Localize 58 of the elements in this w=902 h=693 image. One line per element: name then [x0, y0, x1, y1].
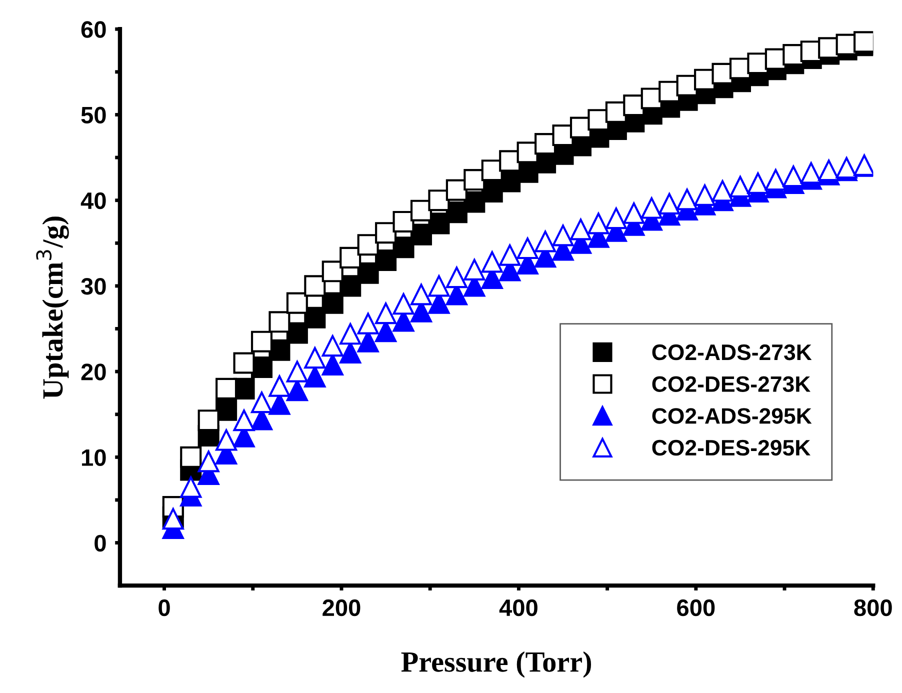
point: [764, 169, 786, 191]
x-tick-label: 800: [854, 599, 892, 616]
y-tick-label: 20: [81, 364, 106, 380]
point: [516, 238, 538, 260]
x-axis-title: Pressure (Torr): [401, 651, 592, 678]
x-tick-label: 600: [677, 599, 715, 616]
point: [570, 218, 592, 240]
point: [694, 184, 716, 206]
point: [588, 212, 610, 234]
point: [534, 230, 556, 252]
point: [322, 292, 344, 314]
point: [676, 188, 698, 210]
point: [180, 476, 202, 498]
point: [428, 275, 450, 297]
point: [782, 166, 804, 188]
x-tick-label: 400: [499, 599, 538, 616]
point: [464, 258, 486, 280]
point: [392, 293, 414, 315]
y-tick-label: 40: [80, 192, 106, 210]
y-tick-label: 30: [81, 278, 106, 295]
point: [800, 162, 822, 184]
point: [712, 180, 734, 202]
point: [304, 347, 326, 369]
point: [286, 360, 308, 382]
x-tick-label: 200: [322, 599, 360, 616]
y-tick-label: 50: [81, 106, 106, 124]
y-tick-label: 60: [81, 21, 106, 38]
point: [322, 335, 344, 357]
point: [357, 312, 379, 334]
y-axis-title: Uptake(cm$^{3}$/g): [36, 216, 69, 399]
point: [623, 202, 645, 224]
point: [446, 266, 468, 288]
point: [410, 284, 432, 306]
x-tick-label: 0: [158, 599, 170, 616]
point: [233, 410, 255, 432]
point: [552, 224, 574, 246]
y-tick-label: 10: [82, 449, 106, 466]
point: [198, 450, 220, 472]
legend-label: CO2-ADS-295K: [652, 408, 812, 424]
point: [216, 399, 238, 421]
point: [481, 251, 503, 273]
point: [658, 192, 680, 215]
point: [818, 160, 840, 182]
point: [499, 244, 521, 266]
point: [747, 172, 769, 194]
point: [180, 446, 202, 468]
point: [250, 392, 273, 414]
point: [375, 302, 397, 324]
y-tick-label: 0: [94, 534, 106, 552]
legend-label: CO2-ADS-273K: [652, 344, 812, 360]
point: [640, 197, 662, 219]
legend-label: CO2-DES-295K: [652, 440, 810, 456]
point: [605, 208, 627, 230]
point: [340, 323, 362, 345]
point: [729, 176, 751, 198]
point: [268, 375, 290, 397]
point: [216, 429, 238, 451]
legend-label: CO2-DES-273K: [652, 376, 810, 392]
